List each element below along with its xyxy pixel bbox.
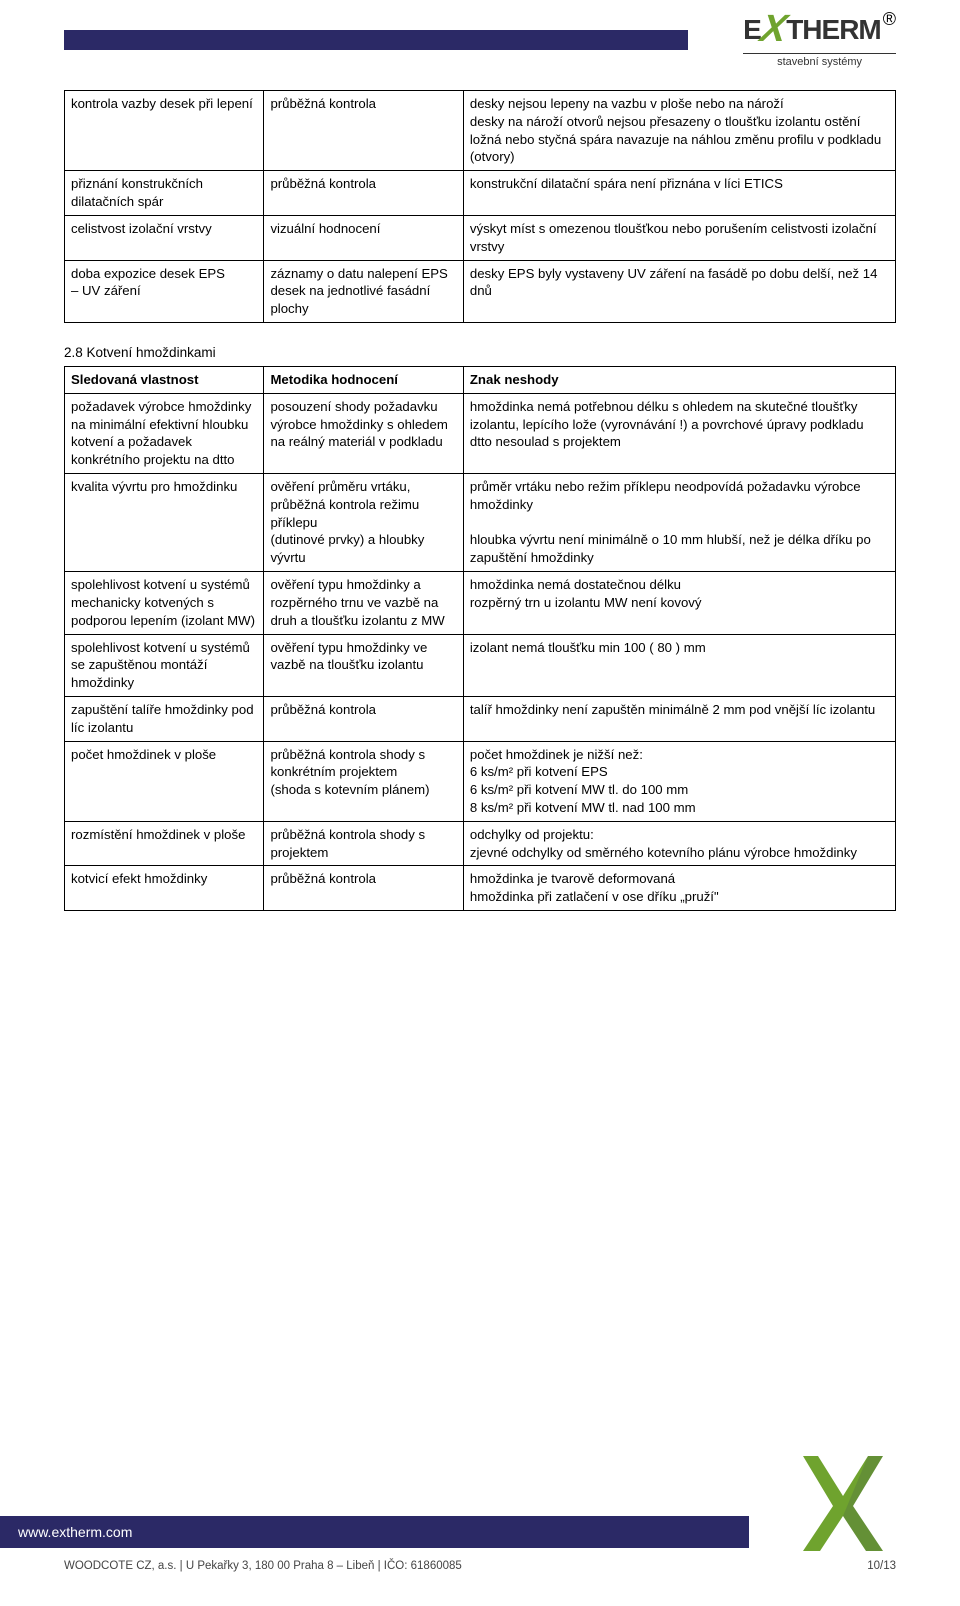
- table-cell: záznamy o datu nalepení EPS desek na jed…: [264, 260, 463, 322]
- table-cell: celistvost izolační vrstvy: [65, 215, 264, 260]
- table-header-col1: Sledovaná vlastnost: [65, 366, 264, 393]
- top-color-band: [64, 30, 688, 50]
- table-row: přiznání konstrukčních dilatačních spárp…: [65, 171, 896, 216]
- table-row: spolehlivost kotvení u systémů se zapušt…: [65, 634, 896, 696]
- section-heading-2-8: 2.8 Kotvení hmoždinkami: [64, 345, 896, 360]
- footer-band: www.extherm.com: [0, 1516, 960, 1548]
- table-row: kontrola vazby desek při lepeníprůběžná …: [65, 91, 896, 171]
- table-header-col2: Metodika hodnocení: [264, 366, 463, 393]
- table-cell: rozmístění hmoždinek v ploše: [65, 821, 264, 866]
- table-cell: izolant nemá tloušťku min 100 ( 80 ) mm: [463, 634, 895, 696]
- table-cell: ověření průměru vrtáku, průběžná kontrol…: [264, 474, 463, 572]
- table-cell: průběžná kontrola shody s konkrétním pro…: [264, 741, 463, 821]
- brand-letter-x: X: [757, 8, 790, 51]
- table-cell: konstrukční dilatační spára není přiznán…: [463, 171, 895, 216]
- table-cell: doba expozice desek EPS– UV záření: [65, 260, 264, 322]
- table-cell: průběžná kontrola: [264, 171, 463, 216]
- table-row: počet hmoždinek v plošeprůběžná kontrola…: [65, 741, 896, 821]
- table-cell: ověření typu hmoždinky a rozpěrného trnu…: [264, 572, 463, 634]
- table-cell: hmoždinka nemá potřebnou délku s ohledem…: [463, 393, 895, 473]
- table-cell: ověření typu hmoždinky ve vazbě na tlouš…: [264, 634, 463, 696]
- table-cell: kontrola vazby desek při lepení: [65, 91, 264, 171]
- footer-x-icon: [798, 1446, 888, 1556]
- brand-subtitle: stavební systémy: [743, 53, 896, 68]
- table-cell: spolehlivost kotvení u systémů se zapušt…: [65, 634, 264, 696]
- table-cell: průběžná kontrola: [264, 866, 463, 911]
- table-row: spolehlivost kotvení u systémů mechanick…: [65, 572, 896, 634]
- table-row: rozmístění hmoždinek v plošeprůběžná kon…: [65, 821, 896, 866]
- table-cell: průběžná kontrola: [264, 91, 463, 171]
- brand-letter-therm: THERM: [786, 14, 881, 46]
- table-cell: průměr vrtáku nebo režim příklepu neodpo…: [463, 474, 895, 572]
- table-cell: kotvicí efekt hmoždinky: [65, 866, 264, 911]
- table-row: celistvost izolační vrstvyvizuální hodno…: [65, 215, 896, 260]
- footer-company-line: WOODCOTE CZ, a.s. | U Pekařky 3, 180 00 …: [64, 1560, 462, 1572]
- brand-logo: E X THERM ® stavební systémy: [743, 8, 896, 68]
- table-cell: počet hmoždinek je nižší než:6 ks/m² při…: [463, 741, 895, 821]
- table-cell: hmoždinka nemá dostatečnou délkurozpěrný…: [463, 572, 895, 634]
- table-cell: desky nejsou lepeny na vazbu v ploše neb…: [463, 91, 895, 171]
- table-cell: zapuštění talíře hmoždinky pod líc izola…: [65, 696, 264, 741]
- table-cell: počet hmoždinek v ploše: [65, 741, 264, 821]
- table-row: kvalita vývrtu pro hmoždinkuověření prům…: [65, 474, 896, 572]
- table-header-row: Sledovaná vlastnost Metodika hodnocení Z…: [65, 366, 896, 393]
- table-cell: průběžná kontrola: [264, 696, 463, 741]
- table-cell: vizuální hodnocení: [264, 215, 463, 260]
- table-row: kotvicí efekt hmoždinkyprůběžná kontrola…: [65, 866, 896, 911]
- table-row: zapuštění talíře hmoždinky pod líc izola…: [65, 696, 896, 741]
- table-cell: průběžná kontrola shody s projektem: [264, 821, 463, 866]
- table-1: kontrola vazby desek při lepeníprůběžná …: [64, 90, 896, 323]
- footer-url: www.extherm.com: [0, 1516, 749, 1548]
- table-2: Sledovaná vlastnost Metodika hodnocení Z…: [64, 366, 896, 911]
- table-cell: spolehlivost kotvení u systémů mechanick…: [65, 572, 264, 634]
- table-cell: talíř hmoždinky není zapuštěn minimálně …: [463, 696, 895, 741]
- table-header-col3: Znak neshody: [463, 366, 895, 393]
- table-cell: požadavek výrobce hmoždinky na minimální…: [65, 393, 264, 473]
- table-cell: kvalita vývrtu pro hmoždinku: [65, 474, 264, 572]
- table-cell: přiznání konstrukčních dilatačních spár: [65, 171, 264, 216]
- table-cell: hmoždinka je tvarově deformovanáhmoždink…: [463, 866, 895, 911]
- table-row: doba expozice desek EPS– UV zářenízáznam…: [65, 260, 896, 322]
- table-cell: výskyt míst s omezenou tloušťkou nebo po…: [463, 215, 895, 260]
- table-cell: posouzení shody požadavku výrobce hmoždi…: [264, 393, 463, 473]
- page-number: 10/13: [867, 1560, 896, 1572]
- brand-reg-icon: ®: [883, 9, 896, 30]
- table-cell: desky EPS byly vystaveny UV záření na fa…: [463, 260, 895, 322]
- table-cell: odchylky od projektu:zjevné odchylky od …: [463, 821, 895, 866]
- table-row: požadavek výrobce hmoždinky na minimální…: [65, 393, 896, 473]
